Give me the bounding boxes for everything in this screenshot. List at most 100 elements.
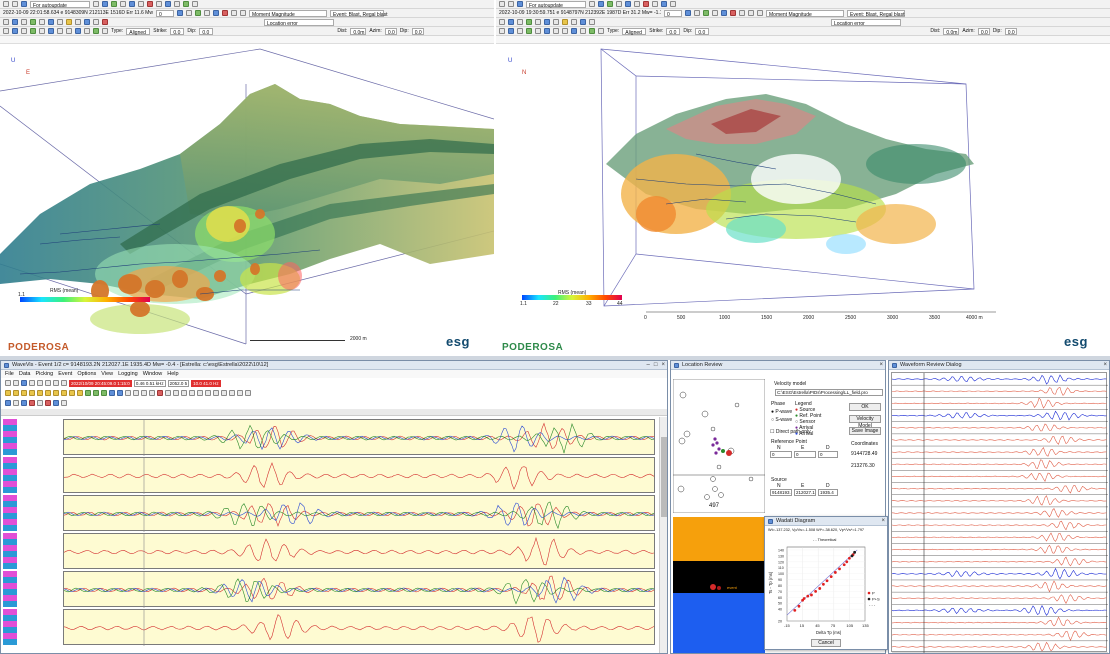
tool-icon[interactable] [93,28,99,34]
tool-icon[interactable] [685,10,691,16]
refresh-icon[interactable] [517,1,523,7]
tool-icon[interactable] [553,19,559,25]
tool-icon[interactable] [221,390,227,396]
tool-icon[interactable] [730,10,736,16]
tool-icon[interactable] [101,390,107,396]
magnitude-select[interactable]: Moment Magnitude [766,9,844,17]
menu-help[interactable]: Help [167,371,179,377]
scrollbar-thumb[interactable] [661,437,667,517]
tool-icon[interactable] [535,28,541,34]
tool-icon[interactable] [195,10,201,16]
tool-icon[interactable] [21,28,27,34]
tool-icon[interactable] [634,1,640,7]
event-type-select[interactable]: Event: Blast, Regal blast [847,9,905,17]
menu-logging[interactable]: Logging [118,371,138,377]
tool-icon[interactable] [21,400,27,406]
tool-icon[interactable] [739,10,745,16]
tool-icon[interactable] [85,390,91,396]
tool-icon[interactable] [5,380,11,386]
trace-panel[interactable] [63,495,655,532]
tool-icon[interactable] [5,390,11,396]
tool-icon[interactable] [526,19,532,25]
tool-icon[interactable] [703,10,709,16]
source-e-input[interactable]: 212027.1 [794,489,816,496]
tool-icon[interactable] [3,19,9,25]
tool-icon[interactable] [75,19,81,25]
menu-file[interactable]: File [5,371,14,377]
phase-s-radio[interactable]: ○ S-wave [771,417,793,423]
tool-icon[interactable] [93,1,99,7]
save-image-button[interactable]: Save Image [849,427,881,435]
location-error-select[interactable]: Location error [831,18,901,26]
freq-field[interactable]: 0.46 0.51 kHz [133,379,166,387]
tool-icon[interactable] [598,1,604,7]
trace-panel[interactable] [63,609,655,646]
menu-data[interactable]: Data [18,371,31,377]
open-icon[interactable] [499,1,505,7]
tool-icon[interactable] [589,28,595,34]
tool-icon[interactable] [37,380,43,386]
tool-icon[interactable] [66,28,72,34]
tool-icon[interactable] [186,10,192,16]
tool-icon[interactable] [231,10,237,16]
channel-sidebar[interactable] [3,609,17,645]
tool-icon[interactable] [57,28,63,34]
tool-icon[interactable] [111,1,117,7]
tool-icon[interactable] [39,28,45,34]
menu-view[interactable]: View [101,371,114,377]
tool-icon[interactable] [544,28,550,34]
tool-icon[interactable] [189,390,195,396]
tool-icon[interactable] [204,10,210,16]
direct-path-checkbox[interactable]: ☐ Direct path only [770,429,811,435]
tool-icon[interactable] [499,19,505,25]
tool-icon[interactable] [21,380,27,386]
velocity-model-path[interactable]: C:\ESG\Estrella\PIDs\Processing\LL_field… [775,389,883,396]
sample-field[interactable]: 2052.0 5 [167,379,190,387]
tool-icon[interactable] [13,400,19,406]
trace-panel[interactable] [63,457,655,494]
tool-icon[interactable] [117,390,123,396]
tool-icon[interactable] [197,390,203,396]
tool-icon[interactable] [213,390,219,396]
tool-icon[interactable] [712,10,718,16]
autoupdate-select[interactable]: For autoupdate [30,0,90,8]
tool-icon[interactable] [165,1,171,7]
tool-icon[interactable] [721,10,727,16]
tool-icon[interactable] [75,28,81,34]
location-map[interactable]: 497 [673,379,765,513]
tool-icon[interactable] [517,28,523,34]
tool-icon[interactable] [37,400,43,406]
ref-n-input[interactable]: 0 [770,451,792,458]
refresh-icon[interactable] [21,1,27,7]
tool-icon[interactable] [109,390,115,396]
wadati-chart[interactable]: -15 15 45 75 105 135 20 40 50 60 70 80 90 100 110 120 13… [767,543,887,638]
tool-icon[interactable] [147,1,153,7]
tool-icon[interactable] [53,380,59,386]
tool-icon[interactable] [670,1,676,7]
tool-icon[interactable] [625,1,631,7]
tool-icon[interactable] [562,19,568,25]
event-count[interactable]: 0 [664,9,682,17]
tool-icon[interactable] [544,19,550,25]
event-count[interactable]: 0 [156,9,174,17]
close-icon[interactable]: × [879,362,883,368]
tool-icon[interactable] [61,380,67,386]
trace-panel[interactable] [63,571,655,608]
tool-icon[interactable] [129,1,135,7]
tool-icon[interactable] [222,10,228,16]
tool-icon[interactable] [141,390,147,396]
tool-icon[interactable] [29,380,35,386]
tool-icon[interactable] [21,390,27,396]
channel-sidebar[interactable] [3,457,17,493]
minimize-icon[interactable]: – [646,362,650,368]
tool-icon[interactable] [652,1,658,7]
azim-input[interactable]: 0.0 [384,27,397,35]
tool-icon[interactable] [535,19,541,25]
tool-icon[interactable] [12,19,18,25]
tool-icon[interactable] [183,1,189,7]
tool-icon[interactable] [607,1,613,7]
tool-icon[interactable] [29,390,35,396]
tool-icon[interactable] [580,19,586,25]
tool-icon[interactable] [93,390,99,396]
tool-icon[interactable] [66,19,72,25]
